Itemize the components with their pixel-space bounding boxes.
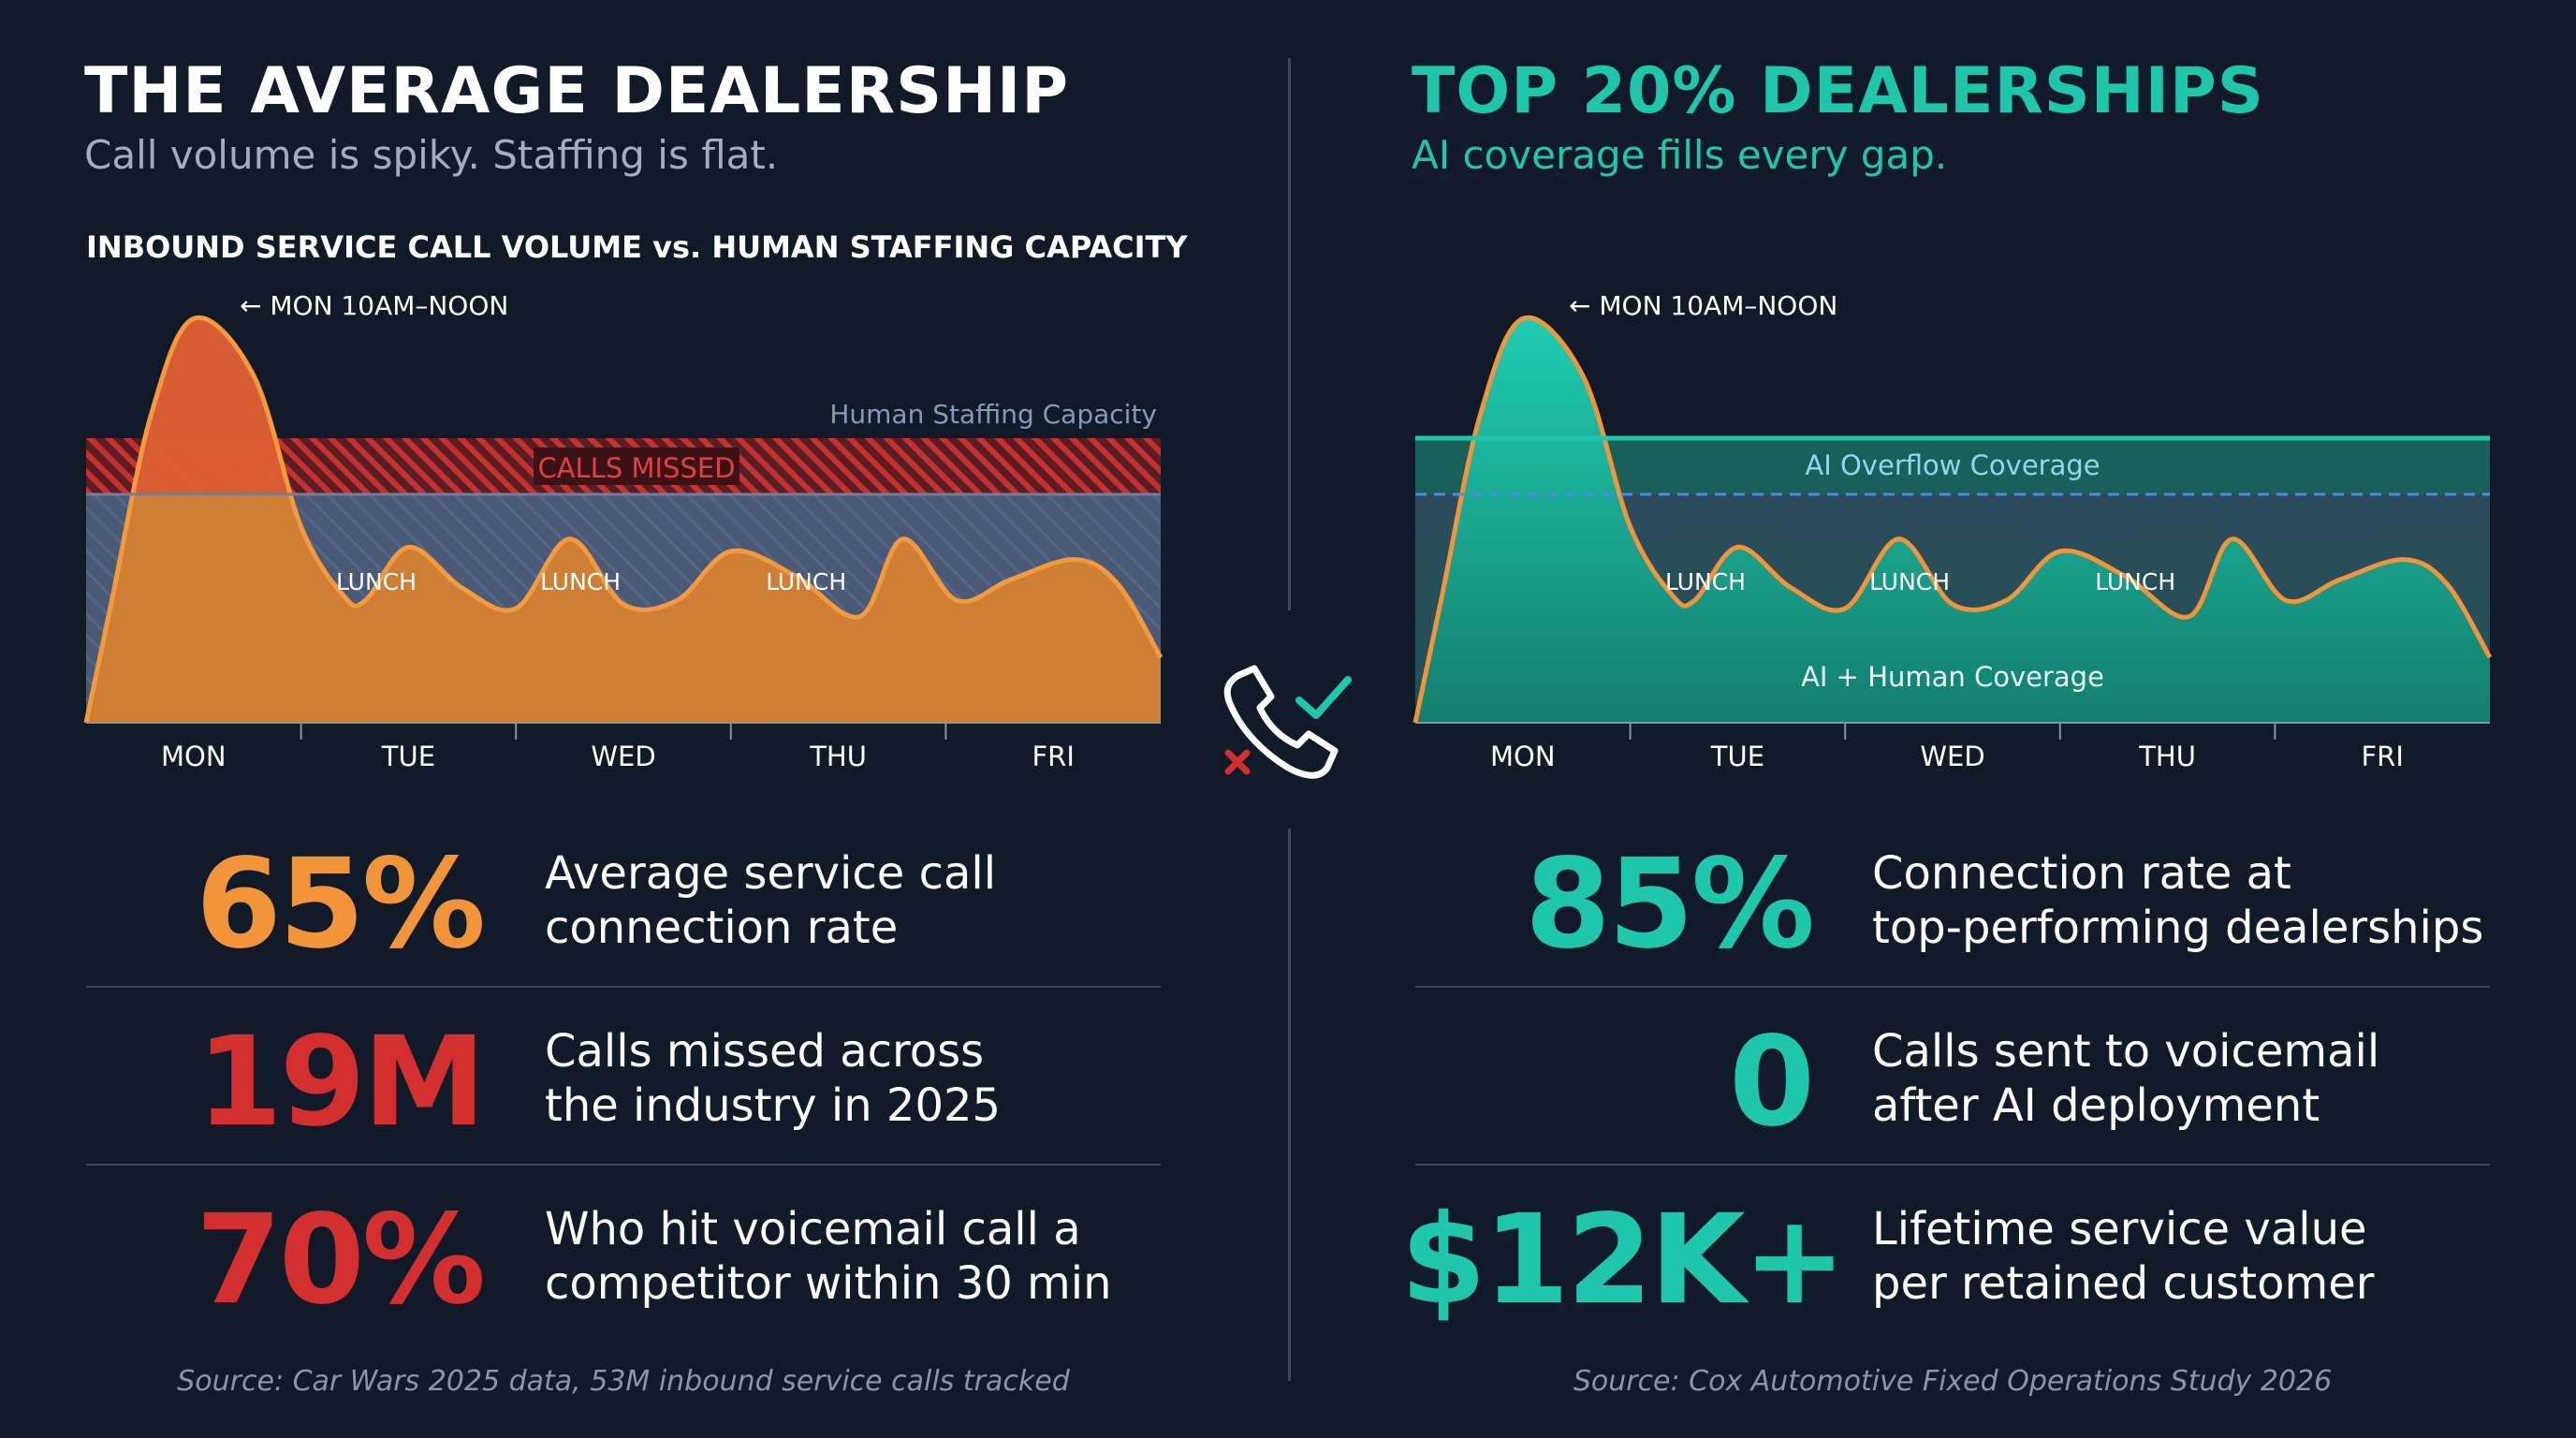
- left-day-label-mon: MON: [161, 741, 227, 772]
- left-subtitle: Call volume is spiky. Staffing is flat.: [84, 132, 779, 178]
- right-day-label-tue: TUE: [1710, 741, 1764, 772]
- right-call-volume-line: [1412, 315, 2493, 724]
- left-day-label-wed: WED: [591, 741, 655, 772]
- capacity-label: Human Staffing Capacity: [829, 399, 1157, 430]
- left-stat-3-value: 70%: [196, 1188, 486, 1332]
- left-call-volume-chart: CALLS MISSED Human Staffing Capacity ← M…: [83, 290, 1164, 772]
- left-stat-3-desc: Who hit voicemail call a competitor withi…: [545, 1203, 1112, 1310]
- left-day-label-thu: THU: [809, 741, 867, 772]
- left-title: THE AVERAGE DEALERSHIP: [84, 54, 1070, 128]
- right-stat-3-value: $12K+: [1400, 1188, 1846, 1332]
- right-rule-1: [1415, 986, 2490, 988]
- right-day-label-mon: MON: [1490, 741, 1556, 772]
- right-title: TOP 20% DEALERSHIPS: [1412, 54, 2264, 128]
- left-chart-heading: INBOUND SERVICE CALL VOLUME vs. HUMAN ST…: [86, 229, 1188, 265]
- right-source: Source: Cox Automotive Fixed Operations …: [1573, 1365, 2333, 1398]
- right-rule-2: [1415, 1164, 2490, 1166]
- left-lunch-label-3: LUNCH: [766, 568, 846, 595]
- missed-label-bg: [534, 448, 739, 485]
- right-stat-1-desc: Connection rate at top-performing dealers…: [1872, 847, 2484, 954]
- left-source: Source: Car Wars 2025 data, 53M inbound …: [177, 1365, 1070, 1398]
- right-stat-3-desc: Lifetime service value per retained custo…: [1872, 1203, 2375, 1310]
- ai-human-coverage-label: AI + Human Coverage: [1801, 661, 2104, 693]
- left-rule-1: [86, 986, 1161, 988]
- right-day-label-fri: FRI: [2362, 741, 2404, 772]
- left-call-volume-area: [86, 317, 1161, 723]
- left-lunch-label-2: LUNCH: [540, 568, 621, 595]
- right-lunch-label-2: LUNCH: [1869, 568, 1950, 595]
- center-divider-top: [1288, 58, 1291, 610]
- right-call-volume-chart: AI Overflow Coverage AI + Human Coverage…: [1412, 290, 2493, 772]
- peak-label: ← MON 10AM–NOON: [240, 290, 508, 321]
- right-subtitle: AI coverage fills every gap.: [1412, 132, 1948, 178]
- calls-missed-label: CALLS MISSED: [537, 452, 735, 484]
- phone-check-icon: [1223, 665, 1352, 779]
- left-stat-1-desc: Average service call connection rate: [545, 847, 997, 954]
- center-divider-bottom: [1288, 829, 1291, 1381]
- left-lunch-label-1: LUNCH: [336, 568, 417, 595]
- left-rule-2: [86, 1164, 1161, 1166]
- right-lunch-label-3: LUNCH: [2095, 568, 2175, 595]
- left-stat-1-value: 65%: [196, 832, 486, 976]
- left-call-volume-line: [83, 315, 1164, 724]
- right-peak-label: ← MON 10AM–NOON: [1569, 290, 1837, 321]
- left-stat-2-desc: Calls missed across the industry in 2025: [545, 1025, 1002, 1132]
- right-stat-2-value: 0: [1729, 1010, 1815, 1154]
- left-day-label-fri: FRI: [1032, 741, 1075, 772]
- right-day-label-thu: THU: [2138, 741, 2196, 772]
- left-stat-2-value: 19M: [196, 1010, 486, 1154]
- right-day-label-wed: WED: [1920, 741, 1984, 772]
- left-overflow-area: [132, 317, 291, 494]
- right-stat-2-desc: Calls sent to voicemail after AI deployme…: [1872, 1025, 2380, 1132]
- ai-overflow-label: AI Overflow Coverage: [1805, 449, 2100, 481]
- right-stat-1-value: 85%: [1525, 832, 1815, 976]
- right-call-volume-area: [1415, 317, 2490, 723]
- left-day-label-tue: TUE: [381, 741, 435, 772]
- right-lunch-label-1: LUNCH: [1665, 568, 1746, 595]
